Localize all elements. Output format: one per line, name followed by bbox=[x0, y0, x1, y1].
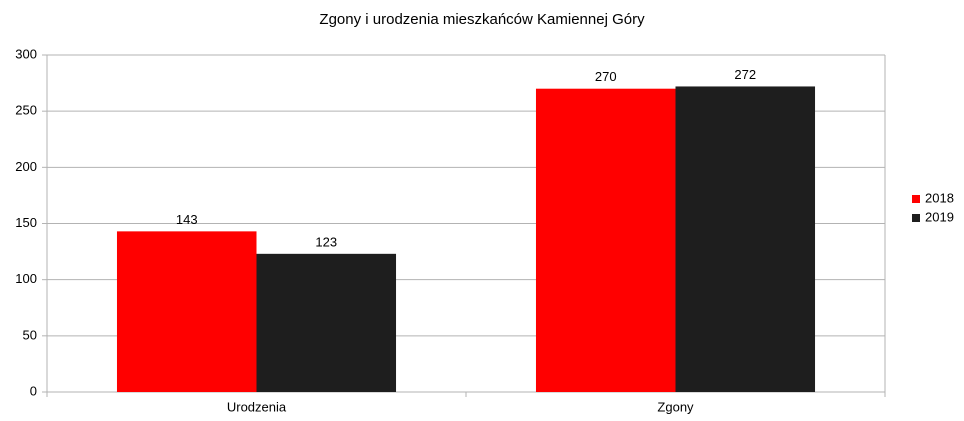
bar bbox=[116, 231, 257, 392]
legend-label: 2019 bbox=[925, 209, 954, 224]
y-tick-label: 150 bbox=[15, 215, 37, 230]
y-tick-label: 300 bbox=[15, 46, 37, 61]
legend-label: 2018 bbox=[925, 190, 954, 205]
y-tick-label: 200 bbox=[15, 159, 37, 174]
bar bbox=[675, 86, 816, 392]
bar bbox=[256, 253, 397, 392]
y-tick-label: 100 bbox=[15, 271, 37, 286]
bar bbox=[535, 88, 676, 392]
chart-title: Zgony i urodzenia mieszkańców Kamiennej … bbox=[319, 11, 645, 28]
y-tick-label: 250 bbox=[15, 103, 37, 118]
legend-swatch bbox=[912, 214, 920, 222]
y-tick-label: 50 bbox=[23, 327, 37, 342]
x-tick-label: Urodzenia bbox=[227, 399, 287, 414]
x-tick-label: Zgony bbox=[657, 399, 694, 414]
data-label: 270 bbox=[595, 69, 617, 84]
data-label: 143 bbox=[176, 212, 198, 227]
y-tick-label: 0 bbox=[30, 383, 37, 398]
legend-swatch bbox=[912, 195, 920, 203]
data-label: 272 bbox=[734, 67, 756, 82]
data-label: 123 bbox=[315, 234, 337, 249]
